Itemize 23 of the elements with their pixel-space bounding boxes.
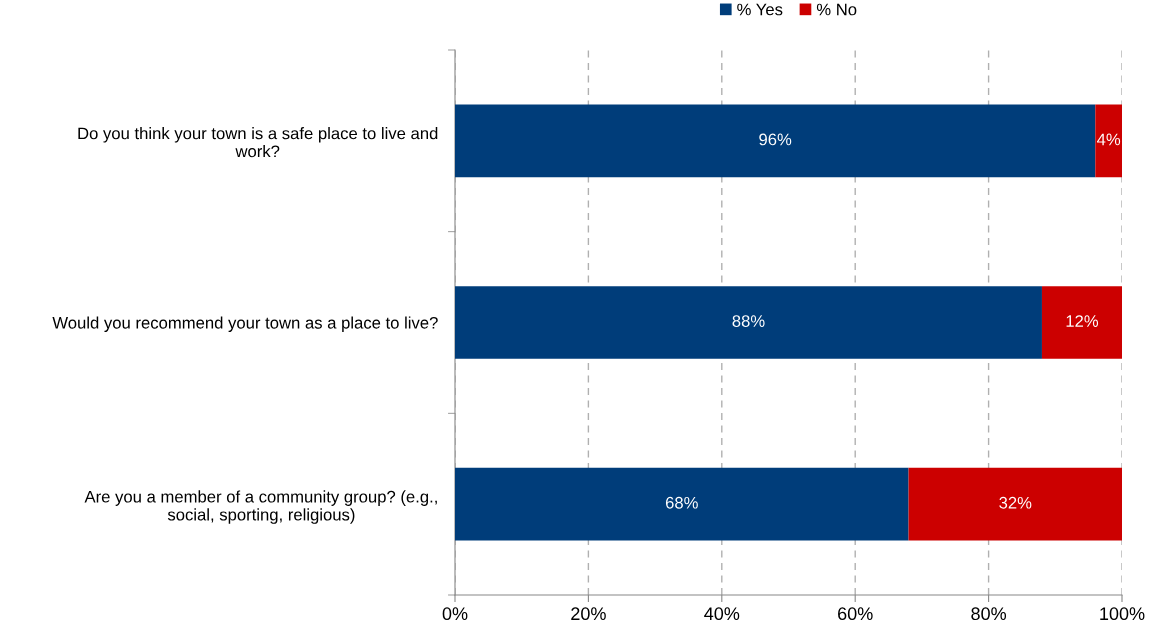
x-tick-label: 60%	[838, 607, 873, 621]
y-tick-label: Are you a member of a community group? (e.g., social, sporting, religious)	[84, 490, 437, 524]
bar	[455, 286, 1042, 359]
x-tick-label: 40%	[704, 607, 740, 621]
bar	[1041, 286, 1122, 359]
legend-label: % Yes	[737, 3, 783, 16]
bar	[908, 467, 1122, 541]
x-tick-label: 100%	[1100, 607, 1145, 621]
bar	[455, 467, 909, 541]
data-label: 96%	[759, 133, 792, 146]
y-tick-label: Do you think your town is a safe place to live and work?	[78, 127, 438, 158]
data-label: 88%	[732, 315, 765, 327]
data-label: 68%	[665, 496, 698, 509]
data-label: 12%	[1066, 315, 1099, 327]
x-tick-label: 80%	[971, 607, 1007, 621]
data-label: 4%	[1097, 133, 1121, 146]
y-tick-label: Would you recommend your town as a place to live?	[52, 316, 438, 332]
x-tick-label: 0%	[442, 607, 468, 621]
x-tick-label: 20%	[571, 607, 606, 621]
legend-label: % No	[816, 3, 857, 16]
bar	[455, 104, 1096, 178]
bar	[1095, 104, 1122, 178]
data-label: 32%	[999, 496, 1032, 509]
